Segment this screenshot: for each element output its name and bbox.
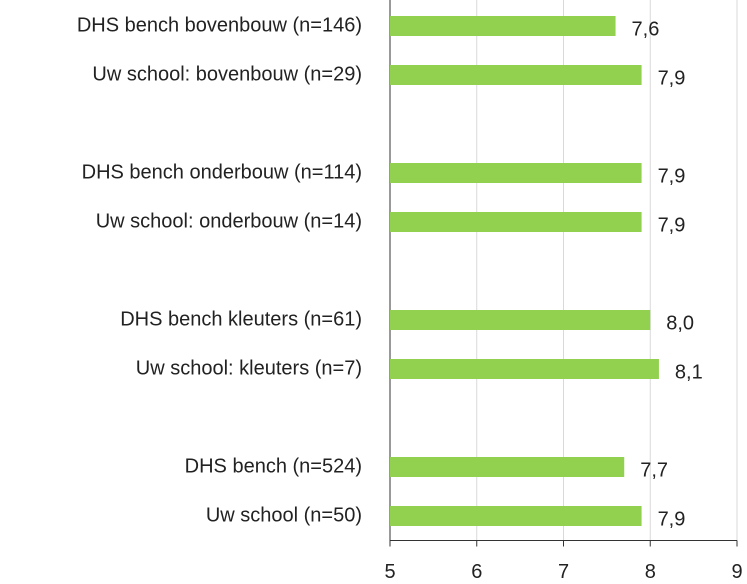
y-tick-label: Uw school: kleuters (n=7) bbox=[136, 357, 362, 379]
x-tick-label: 6 bbox=[471, 561, 482, 583]
bar bbox=[390, 359, 659, 379]
bar bbox=[390, 163, 642, 183]
value-label: 7,9 bbox=[658, 165, 686, 187]
y-tick-label: Uw school (n=50) bbox=[206, 504, 362, 526]
x-tick-label: 7 bbox=[558, 561, 569, 583]
y-tick-label: DHS bench (n=524) bbox=[185, 455, 362, 477]
x-tick-label: 9 bbox=[731, 561, 742, 583]
value-label: 7,6 bbox=[632, 18, 660, 40]
x-tick-label: 8 bbox=[645, 561, 656, 583]
y-tick-label: DHS bench onderbouw (n=114) bbox=[82, 161, 362, 183]
bar bbox=[390, 506, 642, 526]
y-tick-label: Uw school: bovenbouw (n=29) bbox=[92, 63, 362, 85]
value-label: 8,1 bbox=[675, 361, 703, 383]
bar bbox=[390, 310, 651, 330]
value-label: 7,9 bbox=[658, 67, 686, 89]
value-label: 7,7 bbox=[640, 459, 668, 481]
y-tick-label: DHS bench bovenbouw (n=146) bbox=[77, 14, 362, 36]
bar bbox=[390, 65, 642, 85]
x-tick-label: 5 bbox=[384, 561, 395, 583]
bar bbox=[390, 16, 616, 36]
bar bbox=[390, 212, 642, 232]
value-label: 8,0 bbox=[666, 312, 694, 334]
bar bbox=[390, 457, 625, 477]
value-label: 7,9 bbox=[658, 508, 686, 530]
y-tick-label: DHS bench kleuters (n=61) bbox=[120, 308, 362, 330]
value-label: 7,9 bbox=[658, 214, 686, 236]
y-tick-label: Uw school: onderbouw (n=14) bbox=[96, 210, 362, 232]
